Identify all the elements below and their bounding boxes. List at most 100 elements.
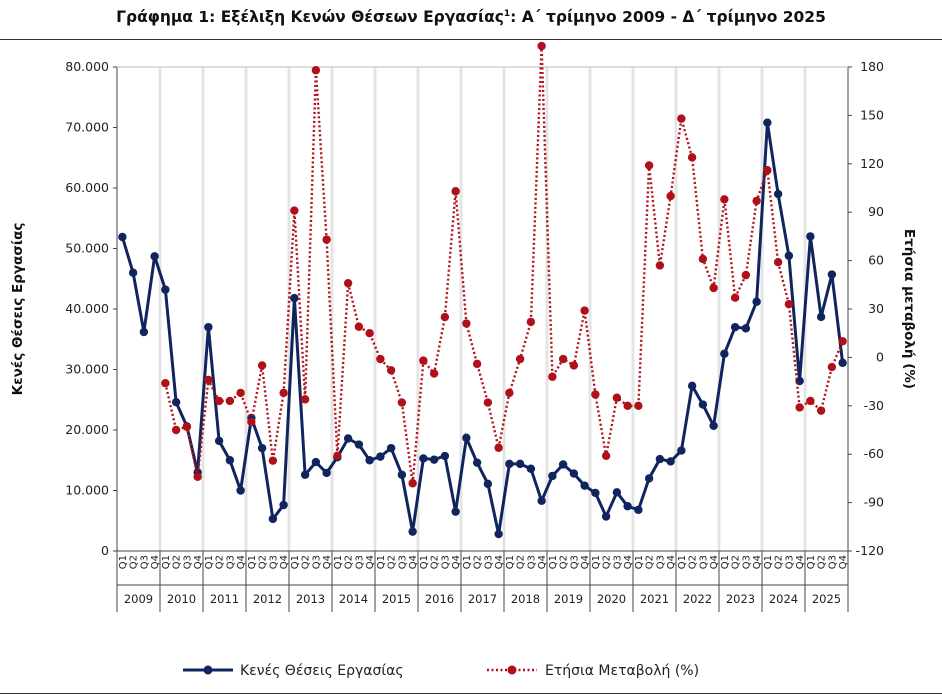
left-tick-label: 30.000 [65, 362, 109, 377]
quarter-label: Q2 [387, 555, 398, 569]
quarter-label: Q2 [559, 555, 570, 569]
quarter-label: Q4 [709, 555, 720, 569]
quarter-label: Q1 [419, 555, 430, 569]
right-tick-label: 60 [868, 253, 884, 268]
year-label: 2010 [167, 592, 196, 606]
vacancies-point [591, 488, 600, 498]
quarter-label: Q3 [139, 555, 150, 569]
vacancies-point [644, 474, 654, 483]
quarter-label: Q2 [774, 555, 785, 569]
quarter-label: Q4 [150, 555, 161, 569]
quarter-label: Q4 [537, 555, 548, 569]
year-label: 2015 [382, 592, 411, 606]
quarter-label: Q2 [688, 555, 699, 569]
vacancies-point [494, 529, 503, 539]
quarter-label: Q3 [526, 555, 537, 569]
annual-change-point [644, 161, 654, 170]
vacancies-point [730, 322, 740, 332]
year-label: 2019 [554, 592, 583, 606]
vacancies-point [365, 456, 374, 465]
quarter-label: Q2 [473, 555, 484, 569]
year-label: 2016 [425, 592, 454, 606]
annual-change-point [741, 270, 751, 280]
legend-vacancies-marker [203, 665, 213, 675]
annual-change-point [752, 196, 761, 206]
annual-change-point [838, 337, 847, 346]
quarter-label: Q2 [344, 555, 355, 569]
vacancies-point [558, 460, 568, 469]
vacancies-point [419, 454, 428, 463]
quarter-label: Q4 [580, 555, 591, 569]
vacancies-point [580, 481, 589, 490]
annual-change-point [483, 398, 493, 407]
quarter-label: Q2 [731, 555, 742, 569]
annual-change-point [730, 293, 740, 302]
right-tick-label: 180 [860, 59, 884, 74]
right-tick-label: -30 [864, 398, 884, 413]
annual-change-point [193, 472, 202, 481]
vacancies-point [601, 512, 611, 521]
quarter-label: Q4 [451, 555, 462, 569]
vacancies-point [612, 488, 622, 497]
right-tick-label: 150 [860, 107, 884, 122]
quarter-label: Q4 [236, 555, 247, 569]
annual-change-point [182, 422, 192, 431]
annual-change-point [505, 388, 514, 398]
top-rule [0, 39, 942, 40]
annual-change-point [214, 396, 224, 406]
quarter-label: Q1 [376, 555, 387, 569]
quarter-label: Q2 [817, 555, 828, 569]
quarter-label: Q3 [397, 555, 408, 569]
vacancies-point [150, 252, 159, 261]
quarter-label: Q4 [279, 555, 290, 569]
annual-change-point [300, 395, 310, 404]
vacancies-point [386, 443, 396, 453]
quarter-label: Q4 [494, 555, 505, 569]
right-tick-label: 90 [868, 204, 884, 219]
right-tick-label: -60 [864, 446, 884, 461]
quarter-label: Q4 [752, 555, 763, 569]
annual-change-point [322, 235, 331, 244]
quarter-label: Q1 [677, 555, 688, 569]
vacancies-point [204, 322, 213, 332]
vacancies-point [343, 434, 353, 443]
quarter-label: Q3 [311, 555, 322, 569]
year-label: 2023 [726, 592, 755, 606]
legend-change-label: Ετήσια Μεταβολή (%) [545, 663, 699, 679]
year-label: 2013 [296, 592, 325, 606]
annual-change-point [161, 379, 170, 388]
annual-change-point [816, 406, 826, 415]
vacancies-point [322, 468, 331, 478]
annual-change-point [343, 278, 353, 288]
annual-change-point [472, 359, 482, 369]
vacancies-point [300, 470, 310, 479]
vacancies-point [698, 400, 708, 409]
annual-change-point [720, 195, 729, 204]
year-label: 2011 [210, 592, 239, 606]
vacancies-point [634, 505, 643, 515]
quarter-label: Q4 [666, 555, 677, 569]
quarter-label: Q1 [548, 555, 559, 569]
vacancies-point [354, 440, 364, 449]
quarter-label: Q1 [763, 555, 774, 569]
vacancies-line [120, 122, 845, 535]
quarter-label: Q2 [129, 555, 140, 569]
right-tick-label: -90 [864, 495, 884, 510]
left-tick-label: 70.000 [65, 120, 109, 135]
right-axis-title: Ετήσια μεταβολή (%) [901, 229, 917, 389]
vacancies-point [752, 297, 761, 306]
annual-change-point [408, 479, 417, 488]
annual-change-point [806, 396, 815, 406]
annual-change-point [666, 191, 675, 201]
vacancies-point [677, 446, 686, 455]
annual-change-point [204, 375, 213, 385]
annual-change-point [225, 396, 235, 406]
annual-change-point [311, 66, 321, 75]
quarter-label: Q3 [784, 555, 795, 569]
vacancies-point [161, 285, 170, 294]
annual-change-point [623, 401, 632, 410]
vacancies-point [451, 507, 460, 516]
vacancies-point [225, 456, 235, 465]
vacancies-point [827, 270, 837, 279]
